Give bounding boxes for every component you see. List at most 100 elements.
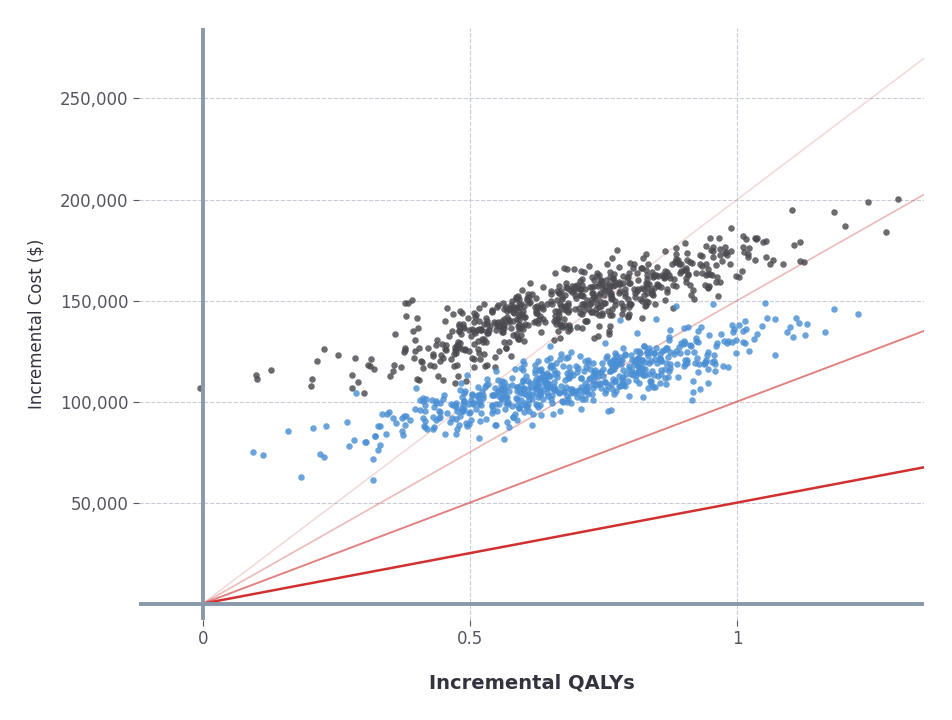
Point	[480, 315, 495, 326]
Point	[615, 300, 630, 312]
Point	[528, 398, 544, 410]
Point	[573, 372, 588, 384]
Point	[528, 374, 544, 385]
Point	[612, 351, 627, 362]
Point	[837, 221, 852, 233]
Point	[654, 355, 669, 366]
Point	[398, 343, 413, 354]
Point	[490, 374, 506, 386]
Point	[533, 388, 548, 400]
Point	[558, 374, 573, 385]
Point	[520, 375, 535, 387]
Point	[564, 387, 579, 399]
Point	[486, 316, 502, 328]
Point	[607, 354, 623, 366]
Point	[640, 282, 655, 293]
Point	[383, 370, 398, 382]
Point	[515, 320, 530, 332]
Point	[566, 286, 582, 297]
Point	[357, 387, 372, 398]
Point	[569, 366, 585, 378]
Point	[490, 386, 506, 397]
Point	[681, 321, 696, 333]
Point	[555, 396, 570, 408]
Point	[724, 222, 739, 234]
Point	[509, 313, 525, 325]
Point	[607, 276, 623, 288]
Point	[418, 405, 433, 417]
Point	[447, 343, 463, 355]
Point	[317, 343, 332, 355]
Point	[418, 393, 433, 405]
Point	[562, 284, 577, 296]
Point	[516, 364, 531, 376]
Point	[624, 349, 639, 361]
Point	[630, 366, 645, 378]
Point	[569, 279, 585, 290]
Point	[468, 310, 484, 321]
Point	[634, 312, 649, 323]
Point	[565, 383, 580, 395]
Point	[426, 402, 442, 413]
Point	[513, 399, 528, 410]
Point	[546, 384, 562, 396]
Point	[508, 294, 524, 305]
Point	[797, 256, 812, 268]
Point	[705, 299, 721, 310]
Point	[560, 325, 575, 336]
Point	[600, 350, 615, 361]
Point	[584, 297, 599, 308]
Point	[466, 353, 482, 364]
Point	[508, 302, 524, 313]
Point	[646, 271, 662, 282]
Point	[589, 298, 605, 310]
Point	[652, 348, 667, 359]
Point	[561, 305, 576, 316]
Point	[668, 248, 684, 260]
Point	[551, 287, 566, 299]
Point	[512, 333, 527, 345]
Point	[499, 392, 514, 403]
Point	[668, 300, 684, 312]
Point	[640, 347, 655, 359]
Point	[595, 284, 610, 295]
Point	[561, 300, 576, 311]
Point	[540, 369, 555, 381]
Point	[658, 270, 673, 282]
Point	[407, 345, 423, 356]
Point	[535, 303, 550, 315]
Point	[559, 381, 574, 392]
Point	[426, 411, 441, 423]
Point	[517, 311, 532, 323]
Point	[618, 348, 633, 360]
Point	[573, 289, 588, 301]
Point	[585, 389, 600, 400]
Point	[669, 256, 684, 268]
Point	[589, 268, 605, 279]
Point	[472, 432, 487, 444]
Point	[640, 269, 655, 281]
Point	[631, 364, 646, 376]
Point	[543, 289, 558, 300]
Point	[540, 354, 555, 366]
Point	[406, 325, 421, 337]
Point	[654, 345, 669, 356]
Point	[552, 310, 567, 322]
Point	[737, 338, 752, 349]
Point	[531, 381, 546, 392]
Point	[456, 387, 471, 399]
Point	[758, 297, 773, 309]
Point	[550, 325, 565, 336]
Point	[246, 446, 261, 458]
Point	[449, 405, 465, 417]
Point	[648, 342, 664, 354]
Point	[553, 285, 568, 297]
Point	[578, 299, 593, 310]
Point	[650, 279, 665, 290]
Point	[437, 389, 452, 400]
Point	[547, 384, 563, 396]
Point	[451, 318, 466, 329]
Point	[506, 411, 521, 423]
Point	[473, 324, 488, 336]
Point	[592, 377, 607, 388]
